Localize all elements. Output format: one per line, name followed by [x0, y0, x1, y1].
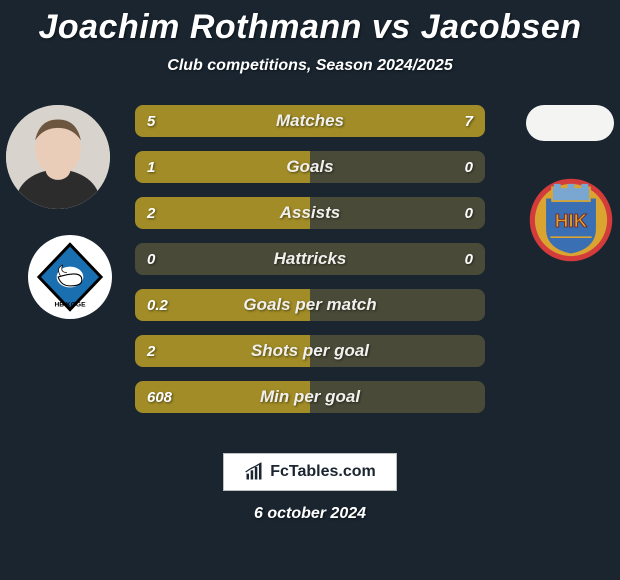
footer-date: 6 october 2024	[0, 505, 620, 523]
site-name: FcTables.com	[270, 463, 376, 481]
chart-icon	[244, 462, 264, 482]
player2-photo	[526, 105, 614, 141]
comparison-title: Joachim Rothmann vs Jacobsen	[0, 0, 620, 47]
stat-row: 0 Hattricks 0	[135, 243, 485, 275]
stat-value-right: 7	[465, 113, 473, 130]
stat-value-left: 2	[147, 343, 155, 360]
comparison-content: HB KØGE HIK 5 Matches 7 1 Goals 0 2 Assists 0 0 Ha…	[0, 105, 620, 435]
stat-rows: 5 Matches 7 1 Goals 0 2 Assists 0 0 Hattricks 0 0.2 G…	[135, 105, 485, 413]
stat-row: 5 Matches 7	[135, 105, 485, 137]
stat-value-right: 0	[465, 159, 473, 176]
stat-value-left: 608	[147, 389, 172, 406]
stat-label: Min per goal	[260, 387, 360, 407]
club1-label: HB KØGE	[54, 302, 86, 309]
stat-value-right: 0	[465, 205, 473, 222]
player-face-placeholder	[6, 105, 110, 209]
stat-label: Goals	[286, 157, 333, 177]
stat-label: Shots per goal	[251, 341, 369, 361]
comparison-subtitle: Club competitions, Season 2024/2025	[0, 57, 620, 75]
player2-club-badge: HIK	[528, 177, 614, 263]
stat-value-left: 2	[147, 205, 155, 222]
stat-label: Matches	[276, 111, 344, 131]
stat-row: 608 Min per goal	[135, 381, 485, 413]
player1-column: HB KØGE	[6, 105, 126, 319]
stat-value-left: 0	[147, 251, 155, 268]
player2-column: HIK	[494, 105, 614, 263]
stat-row: 2 Assists 0	[135, 197, 485, 229]
stat-value-left: 1	[147, 159, 155, 176]
player1-photo	[6, 105, 110, 209]
stat-row: 1 Goals 0	[135, 151, 485, 183]
stat-row: 2 Shots per goal	[135, 335, 485, 367]
stat-value-right: 0	[465, 251, 473, 268]
club2-label: HIK	[555, 211, 588, 232]
stat-value-left: 0.2	[147, 297, 168, 314]
club-badge-icon: HIK	[528, 177, 614, 263]
stat-label: Assists	[280, 203, 340, 223]
stat-value-left: 5	[147, 113, 155, 130]
site-logo-box: FcTables.com	[223, 453, 397, 491]
player1-club-badge: HB KØGE	[28, 235, 112, 319]
stat-row: 0.2 Goals per match	[135, 289, 485, 321]
stat-label: Goals per match	[243, 295, 376, 315]
stat-label: Hattricks	[274, 249, 347, 269]
club-badge-icon: HB KØGE	[33, 240, 107, 314]
footer-attribution: FcTables.com	[0, 453, 620, 491]
